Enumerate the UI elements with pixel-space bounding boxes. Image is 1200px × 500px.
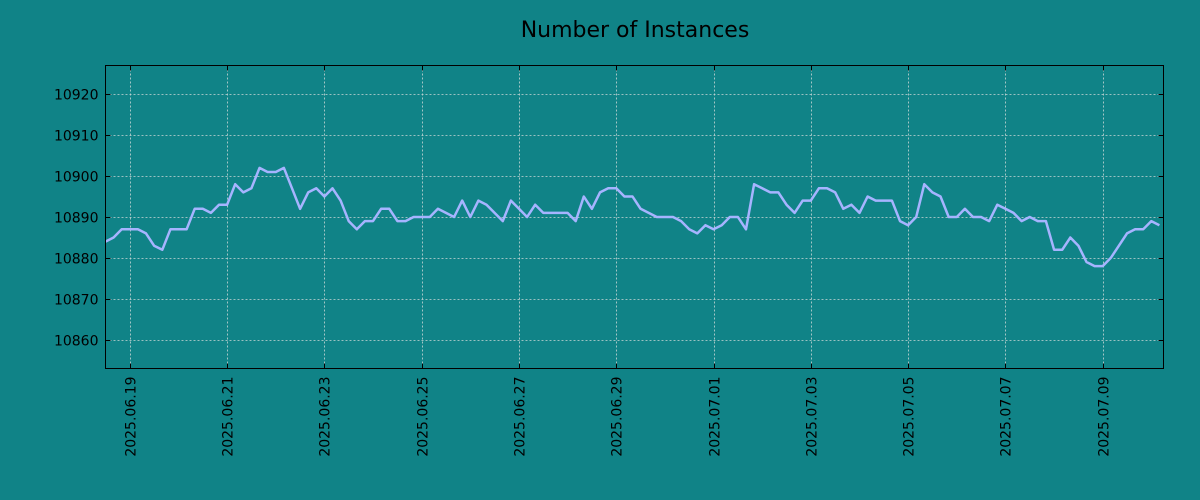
y-tick-label: 10890 [54, 211, 99, 227]
x-tick-label: 2025.06.19 [124, 377, 140, 457]
x-tick-label: 2025.07.09 [1097, 377, 1113, 457]
tick-layer: 10860 10870 10880 10890 10900 10910 10920 2025.… [54, 65, 1164, 457]
plot-frame [105, 65, 1164, 369]
series-line [104, 166, 1160, 268]
chart-title: Number of Instances [521, 18, 750, 43]
x-tick-label: 2025.07.03 [805, 377, 821, 457]
x-tick-label: 2025.06.29 [610, 377, 626, 457]
x-tick-label: 2025.06.27 [513, 377, 529, 457]
grid-layer [105, 65, 1164, 369]
x-tick-label: 2025.06.25 [416, 377, 432, 457]
x-tick-label: 2025.06.23 [318, 377, 334, 457]
series-layer [104, 166, 1160, 268]
y-tick-label: 10880 [54, 252, 99, 268]
x-tick-label: 2025.06.21 [221, 377, 237, 457]
x-tick-label: 2025.07.01 [708, 377, 724, 457]
y-tick-label: 10910 [54, 129, 99, 145]
y-tick-label: 10870 [54, 293, 99, 309]
x-tick-label: 2025.07.05 [902, 377, 918, 457]
y-tick-label: 10920 [54, 88, 99, 104]
x-tick-label: 2025.07.07 [999, 377, 1015, 457]
y-tick-label: 10900 [54, 170, 99, 186]
y-tick-label: 10860 [54, 334, 99, 350]
